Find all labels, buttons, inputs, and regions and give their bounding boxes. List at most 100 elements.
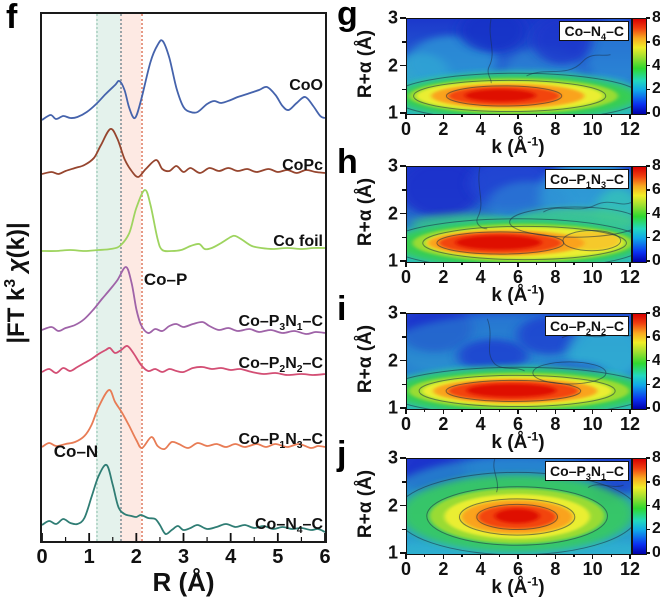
wavelet-y-axis-label: R+α (Å) (355, 324, 376, 394)
y-tick-mark (402, 189, 406, 191)
exafs-plot (40, 12, 327, 543)
x-tick-label: 10 (582, 559, 603, 579)
colorbar-tick-mark (646, 17, 650, 19)
x-tick-mark (535, 114, 538, 117)
x-tick-mark (405, 554, 407, 559)
curve-label-Co-P2N2-C: Co–P2N2–C (238, 355, 323, 376)
contour-blob (407, 167, 482, 217)
colorbar (632, 458, 647, 555)
colorbar-tick-mark (646, 260, 650, 262)
y-tick-label: 3 (387, 447, 398, 468)
x-tick-label: 6 (512, 267, 524, 287)
colorbar-tick-label: 4 (652, 496, 660, 514)
x-tick-mark (461, 114, 463, 117)
f-x-tick: 1 (83, 546, 95, 568)
x-tick-label: 0 (400, 559, 412, 579)
colorbar-tick-mark (646, 383, 650, 385)
colorbar-tick-label: 4 (652, 351, 660, 369)
y-tick-mark (402, 41, 406, 43)
x-tick-mark (629, 114, 631, 119)
x-tick-label: 10 (582, 267, 603, 287)
y-tick-mark (400, 260, 406, 262)
f-x-tick: 2 (130, 546, 142, 568)
panel-letter-i: i (337, 290, 347, 328)
x-tick-label: 8 (550, 267, 561, 287)
x-tick-label: 0 (400, 267, 412, 287)
y-tick-mark (400, 359, 406, 362)
sample-label-h: Co–P1N3–C (545, 169, 629, 189)
y-tick-mark (400, 17, 406, 19)
panel-letter-h: h (337, 143, 358, 181)
y-tick-mark (400, 457, 406, 459)
colorbar-tick-label: 4 (652, 56, 660, 74)
colorbar-tick-label: 8 (652, 157, 660, 174)
colorbar-tick-mark (646, 359, 650, 362)
x-tick-mark (591, 409, 594, 414)
x-tick-mark (442, 554, 445, 559)
contour-blob (494, 508, 540, 524)
wavelet-plot-h: Co–P1N3–C (406, 166, 632, 263)
x-tick-mark (423, 409, 426, 412)
x-tick-mark (442, 409, 445, 414)
x-tick-label: 8 (550, 119, 561, 139)
y-tick-label: 2 (387, 495, 398, 515)
curve-label-Co-P1N3-C: Co–P1N3–C (238, 431, 323, 452)
y-tick-label: 3 (387, 302, 398, 323)
colorbar-tick-label: 2 (652, 80, 660, 98)
x-tick-mark (535, 409, 538, 412)
x-tick-mark (498, 114, 501, 117)
y-tick-label: 1 (387, 542, 398, 563)
exafs-curves-svg (42, 39, 325, 541)
x-tick-mark (535, 262, 538, 265)
x-tick-label: 2 (438, 414, 449, 434)
panel-letter-g: g (337, 0, 358, 33)
y-tick-mark (402, 236, 406, 238)
x-tick-label: 6 (512, 559, 524, 579)
x-tick-mark (573, 114, 575, 117)
band-boundary-line (95, 14, 98, 541)
x-tick-mark (573, 409, 575, 412)
x-tick-mark (479, 409, 482, 414)
contour-blob (459, 19, 527, 53)
x-tick-mark (629, 262, 631, 267)
colorbar-tick-label: 6 (652, 472, 660, 490)
spectrum-curve-Co-P1N3-C (42, 389, 325, 451)
x-tick-mark (629, 554, 631, 559)
spectrum-curve-Co foil (42, 189, 325, 253)
x-tick-label: 4 (475, 119, 486, 139)
x-tick-mark (461, 409, 463, 412)
x-tick-label: 12 (619, 267, 641, 287)
contour-blob (464, 89, 536, 102)
wavelet-x-axis-label: k (Å-1) (491, 574, 545, 598)
x-tick-mark (610, 409, 613, 412)
x-tick-mark (554, 409, 557, 414)
x-tick-label: 6 (512, 414, 524, 434)
x-tick-label: 8 (550, 414, 561, 434)
x-tick-label: 10 (582, 119, 603, 139)
wavelet-x-axis-label: k (Å-1) (491, 429, 545, 453)
colorbar-tick-label: 4 (652, 204, 660, 222)
wavelet-plot-g: Co–N4–C (406, 18, 632, 115)
x-tick-label: 8 (550, 559, 561, 579)
band-boundary-line (140, 14, 143, 541)
x-tick-label: 2 (438, 119, 449, 139)
wavelet-y-axis-label: R+α (Å) (355, 469, 376, 539)
colorbar-tick-mark (646, 236, 650, 238)
y-tick-label: 1 (387, 250, 398, 271)
wavelet-y-axis-label: R+α (Å) (355, 177, 376, 247)
sample-label-j: Co–P3N1–C (545, 461, 629, 481)
y-tick-label: 3 (387, 155, 398, 176)
y-tick-mark (402, 336, 406, 338)
x-tick-mark (591, 114, 594, 119)
highlight-band (95, 14, 120, 541)
colorbar-tick-mark (646, 407, 650, 409)
x-tick-mark (610, 114, 613, 117)
y-tick-mark (402, 528, 406, 530)
colorbar-tick-mark (646, 64, 650, 67)
colorbar-tick-mark (646, 504, 650, 507)
spectrum-curve-CoO (42, 39, 325, 121)
x-tick-mark (573, 262, 575, 265)
curve-label-Co-P3N1-C: Co–P3N1–C (238, 313, 323, 334)
curve-label-Co foil: Co foil (273, 233, 323, 250)
x-tick-mark (405, 409, 407, 414)
